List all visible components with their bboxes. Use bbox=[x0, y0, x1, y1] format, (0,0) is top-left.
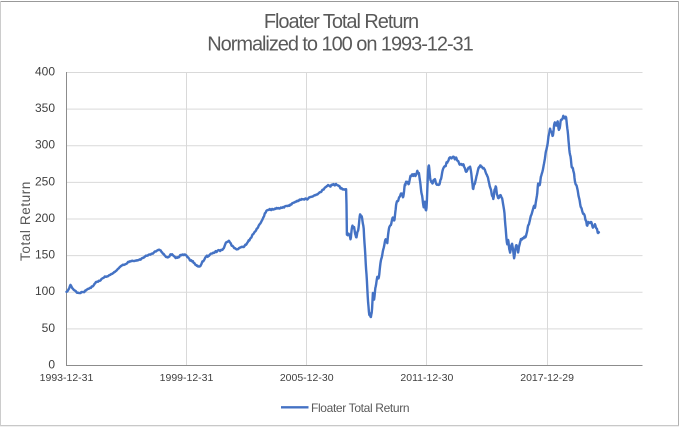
svg-text:100: 100 bbox=[35, 284, 55, 298]
svg-text:Floater Total Return: Floater Total Return bbox=[264, 11, 418, 33]
svg-text:200: 200 bbox=[35, 211, 55, 225]
svg-text:Total Return: Total Return bbox=[18, 181, 33, 261]
svg-text:400: 400 bbox=[35, 64, 55, 78]
svg-text:350: 350 bbox=[35, 101, 55, 115]
svg-text:150: 150 bbox=[35, 248, 55, 262]
svg-text:0: 0 bbox=[48, 357, 55, 371]
svg-text:2017-12-29: 2017-12-29 bbox=[520, 372, 574, 384]
svg-text:250: 250 bbox=[35, 174, 55, 188]
svg-text:50: 50 bbox=[42, 321, 56, 335]
svg-text:2011-12-30: 2011-12-30 bbox=[400, 372, 453, 384]
svg-text:1993-12-31: 1993-12-31 bbox=[40, 372, 94, 384]
svg-text:2005-12-30: 2005-12-30 bbox=[280, 372, 334, 384]
svg-text:Floater Total Return: Floater Total Return bbox=[311, 401, 409, 415]
svg-text:Normalized to 100 on 1993-12-3: Normalized to 100 on 1993-12-31 bbox=[207, 33, 473, 55]
svg-text:300: 300 bbox=[35, 138, 55, 152]
svg-text:1999-12-31: 1999-12-31 bbox=[160, 372, 214, 384]
